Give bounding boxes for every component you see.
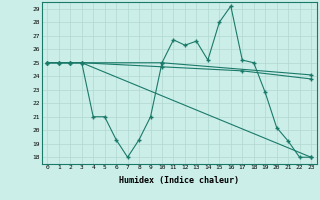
X-axis label: Humidex (Indice chaleur): Humidex (Indice chaleur) [119,176,239,185]
